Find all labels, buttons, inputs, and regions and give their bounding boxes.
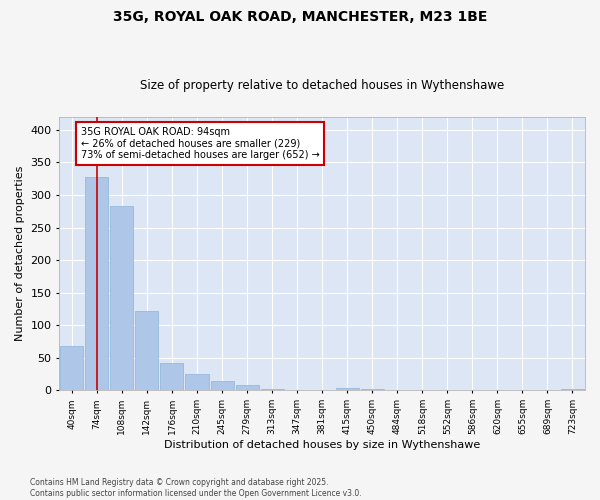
- Bar: [136, 311, 158, 390]
- X-axis label: Distribution of detached houses by size in Wythenshawe: Distribution of detached houses by size …: [164, 440, 480, 450]
- Bar: [236, 385, 259, 390]
- Bar: [110, 206, 133, 390]
- Title: Size of property relative to detached houses in Wythenshawe: Size of property relative to detached ho…: [140, 79, 504, 92]
- Text: 35G ROYAL OAK ROAD: 94sqm
← 26% of detached houses are smaller (229)
73% of semi: 35G ROYAL OAK ROAD: 94sqm ← 26% of detac…: [80, 126, 319, 160]
- Bar: [211, 380, 233, 390]
- Bar: [561, 389, 584, 390]
- Bar: [185, 374, 209, 390]
- Text: 35G, ROYAL OAK ROAD, MANCHESTER, M23 1BE: 35G, ROYAL OAK ROAD, MANCHESTER, M23 1BE: [113, 10, 487, 24]
- Bar: [335, 388, 359, 390]
- Bar: [260, 389, 284, 390]
- Text: Contains HM Land Registry data © Crown copyright and database right 2025.
Contai: Contains HM Land Registry data © Crown c…: [30, 478, 362, 498]
- Bar: [85, 176, 109, 390]
- Bar: [160, 363, 184, 390]
- Bar: [61, 346, 83, 391]
- Bar: [361, 389, 384, 390]
- Y-axis label: Number of detached properties: Number of detached properties: [15, 166, 25, 342]
